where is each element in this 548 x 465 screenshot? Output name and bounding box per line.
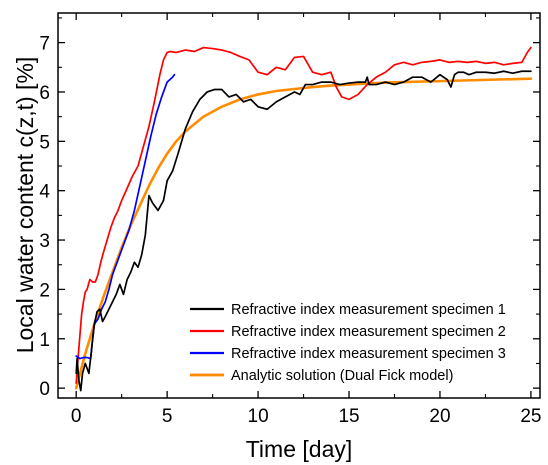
y-tick-label: 2 (39, 280, 50, 301)
y-tick-label: 6 (39, 83, 50, 104)
y-axis-label: Local water content c(z,t) [%] (12, 57, 38, 354)
legend: Refractive index measurement specimen 1 R… (190, 302, 506, 384)
series-layer (74, 46, 533, 392)
legend-label: Refractive index measurement specimen 3 (231, 346, 506, 362)
x-tick-label: 25 (520, 406, 541, 427)
x-tick-label: 0 (71, 406, 82, 427)
legend-label: Refractive index measurement specimen 1 (231, 302, 506, 318)
plot-frame (57, 12, 541, 399)
legend-label: Analytic solution (Dual Fick model) (231, 368, 453, 384)
y-tick-label: 5 (39, 132, 50, 153)
series-line-2 (75, 46, 532, 385)
y-tick-label: 4 (39, 182, 50, 203)
series-line-1 (75, 70, 532, 392)
series-line-4 (74, 77, 533, 390)
y-tick-label: 1 (39, 330, 50, 351)
x-tick-label: 10 (248, 406, 269, 427)
y-tick-label: 0 (39, 379, 50, 400)
x-tick-label: 20 (429, 406, 450, 427)
legend-label: Refractive index measurement specimen 2 (231, 324, 506, 340)
y-tick-label: 3 (39, 231, 50, 252)
series-line-3 (75, 73, 176, 360)
x-tick-label: 5 (162, 406, 173, 427)
y-tick-label: 7 (39, 34, 50, 55)
x-axis-label: Time [day] (246, 436, 353, 462)
ticks-layer: 0 5 10 15 20 25 0 1 2 3 4 5 6 7 (39, 13, 541, 427)
x-tick-label: 15 (338, 406, 359, 427)
